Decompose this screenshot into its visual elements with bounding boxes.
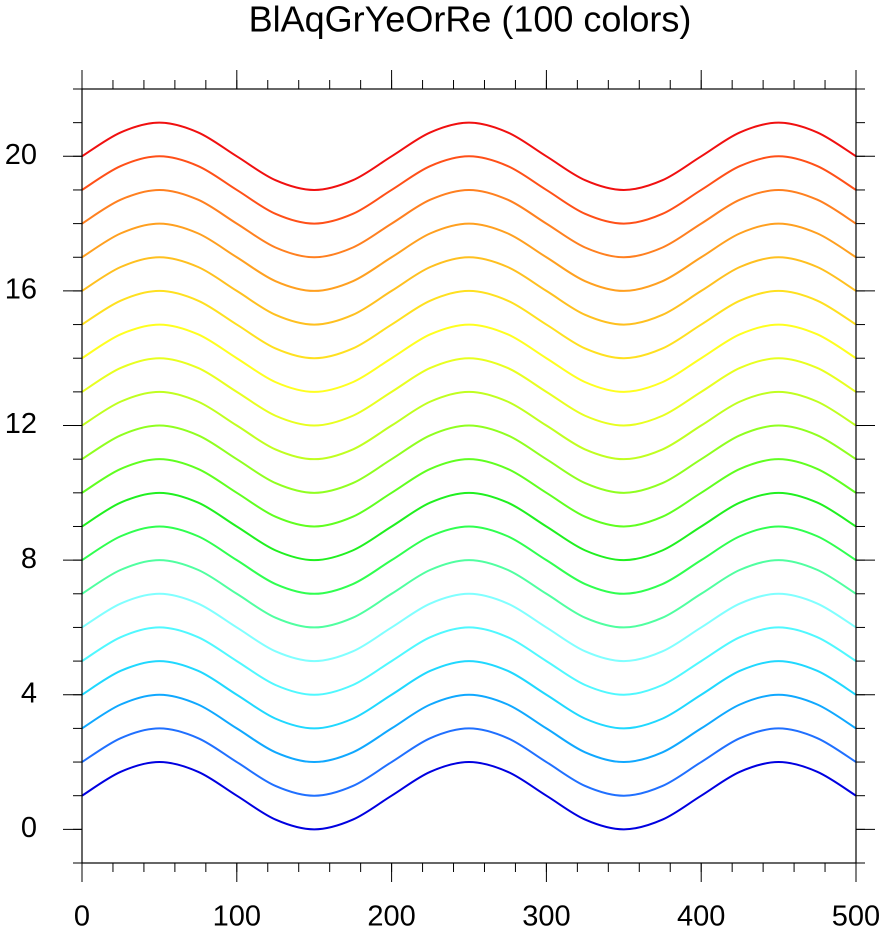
x-tick-label: 0	[74, 901, 90, 933]
y-tick-label: 16	[5, 274, 37, 306]
series-line	[81, 660, 857, 730]
series-line	[81, 491, 857, 562]
series-line	[81, 592, 857, 663]
x-tick-label: 100	[213, 901, 261, 933]
series-line	[81, 693, 857, 764]
series-line	[81, 289, 857, 360]
series-line	[81, 155, 857, 225]
series-line	[81, 188, 857, 259]
plot-frame	[81, 88, 857, 864]
series-line	[81, 559, 857, 629]
series-line	[81, 761, 857, 831]
x-tick-label: 500	[832, 901, 880, 933]
series-line	[81, 525, 857, 595]
series-line	[81, 727, 857, 797]
x-tick-label: 400	[677, 901, 725, 933]
series-line	[81, 424, 857, 494]
series-line	[81, 458, 857, 528]
x-tick-label: 200	[367, 901, 415, 933]
series-line	[81, 222, 857, 292]
series-line	[81, 256, 857, 326]
series-line	[81, 626, 857, 696]
y-tick-label: 8	[21, 543, 37, 575]
y-tick-label: 20	[5, 139, 37, 171]
chart-title: BlAqGrYeOrRe (100 colors)	[249, 0, 692, 40]
series-line	[81, 121, 857, 191]
y-tick-label: 4	[21, 677, 37, 709]
x-tick-label: 300	[522, 901, 570, 933]
y-tick-label: 0	[21, 812, 37, 844]
y-tick-label: 12	[5, 408, 37, 440]
series-line	[81, 357, 857, 427]
series-line	[81, 323, 857, 393]
series-line	[81, 390, 857, 461]
